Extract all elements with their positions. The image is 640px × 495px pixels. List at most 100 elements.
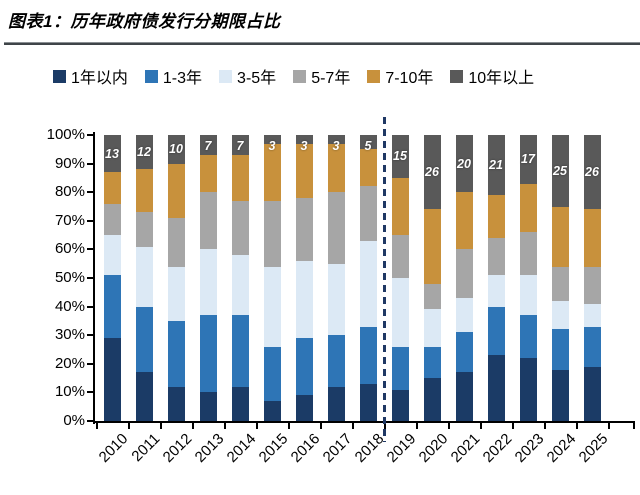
bar-segment: [103, 275, 121, 339]
bar-segment: [135, 135, 153, 170]
x-axis-line: [93, 421, 635, 423]
bar-segment: [519, 358, 537, 421]
bar-segment: [327, 335, 345, 387]
bar-segment: [135, 169, 153, 213]
bar-segment: [135, 246, 153, 307]
legend-item: 1-3年: [144, 64, 203, 88]
chart-title: 图表1：历年政府债发行分期限占比: [8, 12, 281, 31]
bar-segment: [519, 183, 537, 233]
y-tick-label: 70%: [54, 211, 85, 229]
bar-segment: [455, 249, 473, 298]
bar-segment: [487, 306, 505, 356]
bar-segment: [455, 332, 473, 373]
x-axis-tick: [224, 423, 226, 429]
legend-label: 10年以上: [468, 70, 535, 87]
legend-item: 1年以内: [53, 64, 128, 88]
bar-segment: [455, 135, 473, 193]
y-axis-tick: [87, 162, 93, 165]
bar-segment: [295, 143, 313, 198]
bar-segment: [423, 346, 441, 379]
bar-segment: [135, 212, 153, 247]
bar-segment: [583, 209, 601, 267]
bar-segment: [263, 143, 281, 201]
bar-segment: [135, 372, 153, 421]
bar-segment: [231, 135, 249, 156]
legend-label: 1-3年: [162, 70, 203, 87]
bar-segment: [263, 346, 281, 401]
legend-swatch: [450, 69, 464, 83]
bar-segment: [199, 249, 217, 316]
bar-segment: [199, 192, 217, 250]
legend-label: 3-5年: [237, 70, 277, 87]
bar-segment: [391, 346, 409, 390]
bar-segment: [359, 383, 377, 421]
bar-data-label: 5: [364, 139, 372, 153]
y-tick-label: 90%: [54, 154, 85, 172]
chart-legend: 1年以内 1-3年 3-5年 5-7年 7-10年 10年以上: [53, 64, 534, 88]
bar-data-label: 25: [553, 163, 567, 178]
bar-segment: [231, 386, 249, 421]
bar-segment: [487, 135, 505, 196]
bar-segment: [583, 303, 601, 327]
bar-segment: [487, 355, 505, 421]
y-axis-tick: [87, 305, 93, 308]
x-axis-tick: [480, 423, 482, 429]
bar-data-label: 12: [137, 145, 151, 160]
bar-segment: [423, 283, 441, 310]
bar-segment: [263, 266, 281, 347]
y-axis-tick: [87, 420, 93, 422]
x-axis-tick: [512, 423, 514, 429]
bar-data-label: 3: [268, 139, 276, 153]
x-axis-tick: [288, 423, 290, 429]
y-tick-label: 10%: [54, 383, 85, 401]
bar-data-label: 3: [300, 139, 308, 153]
bar-segment: [327, 192, 345, 264]
bar-segment: [359, 326, 377, 384]
y-tick-label: 0%: [63, 412, 85, 429]
bar-segment: [231, 155, 249, 201]
y-tick-label: 100%: [46, 126, 85, 143]
bar-data-label: 7: [236, 139, 244, 153]
bar-data-label: 26: [425, 165, 439, 180]
x-axis-tick: [192, 423, 194, 429]
bar-segment: [487, 237, 505, 276]
y-axis-tick: [87, 277, 93, 279]
bar-segment: [391, 278, 409, 347]
x-axis-tick: [633, 423, 635, 429]
bar-segment: [551, 266, 569, 301]
legend-item: 10年以上: [450, 64, 534, 88]
bar-segment: [263, 400, 281, 421]
bar-segment: [519, 232, 537, 276]
x-axis-tick: [256, 423, 258, 429]
bar-segment: [199, 155, 217, 193]
x-axis-tick: [160, 423, 162, 429]
bar-data-label: 13: [105, 146, 119, 161]
legend-item: 5-7年: [293, 64, 350, 88]
legend-item: 7-10年: [367, 64, 433, 88]
bar-segment: [583, 266, 601, 304]
legend-swatch: [367, 69, 381, 83]
bar-segment: [359, 135, 377, 150]
y-axis-tick: [87, 191, 93, 194]
y-axis-line: [93, 132, 95, 424]
y-tick-label: 80%: [54, 183, 85, 201]
legend-swatch: [53, 69, 66, 83]
bar-segment: [455, 192, 473, 250]
bar-segment: [583, 366, 601, 421]
legend-label: 5-7年: [311, 70, 351, 87]
bar-data-label: 3: [332, 139, 340, 153]
bar-segment: [391, 235, 409, 278]
bar-segment: [551, 329, 569, 370]
y-tick-label: 40%: [54, 297, 85, 315]
y-axis-tick: [87, 391, 93, 394]
bar-segment: [423, 209, 441, 284]
bar-segment: [199, 135, 217, 156]
bar-segment: [167, 163, 185, 218]
y-axis-tick: [87, 362, 93, 365]
bar-segment: [583, 326, 601, 367]
bar-segment: [295, 135, 313, 144]
bar-data-label: 26: [585, 165, 599, 180]
legend-swatch: [293, 69, 307, 83]
y-tick-label: 50%: [54, 269, 85, 286]
